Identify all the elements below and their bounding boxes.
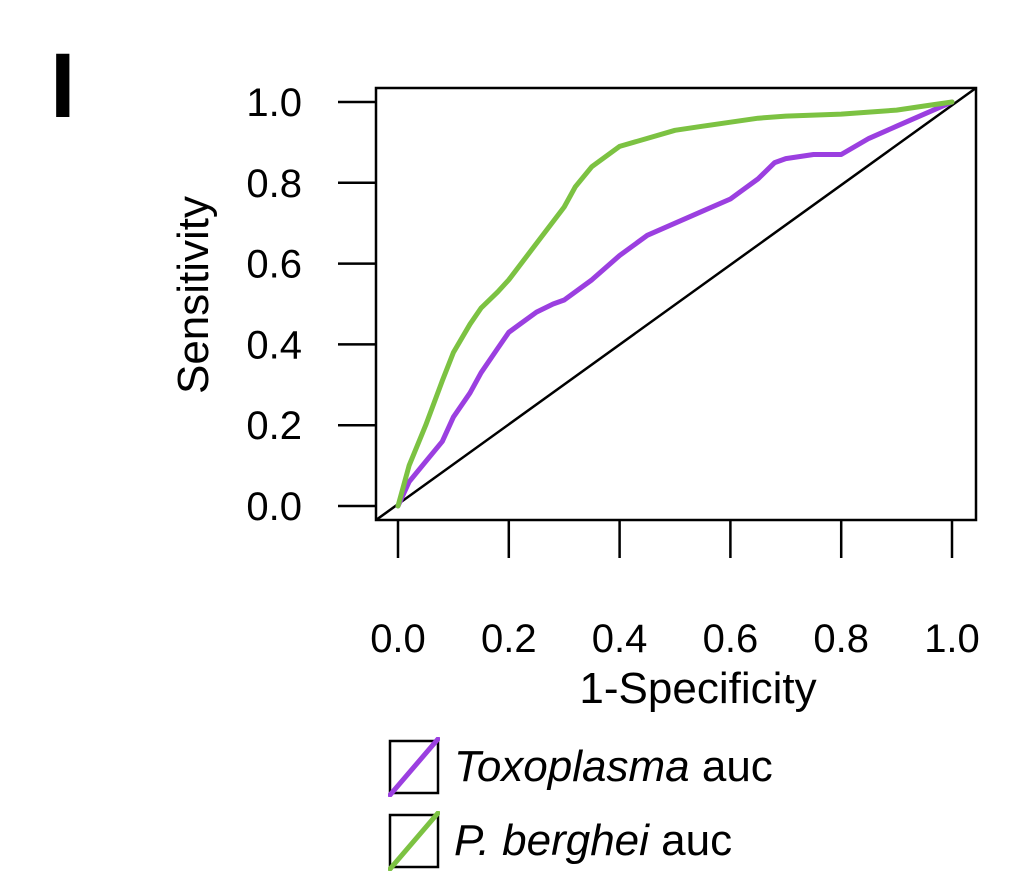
y-tick-label: 1.0 (246, 81, 302, 125)
legend-series-name: P. berghei (454, 816, 649, 865)
x-tick-label: 0.4 (592, 617, 648, 661)
series-line-berghei (395, 99, 955, 509)
legend-label-toxoplasma: Toxoplasma auc (454, 742, 773, 792)
x-tick-label: 0.2 (481, 617, 537, 661)
y-tick-label: 0.6 (246, 243, 302, 287)
legend-label-berghei: P. berghei auc (454, 816, 732, 866)
series-line-toxoplasma (395, 99, 955, 509)
y-axis-title: Sensitivity (169, 196, 218, 394)
x-tick-label: 0.8 (813, 617, 869, 661)
y-tick-label: 0.0 (246, 485, 302, 529)
legend-suffix: auc (689, 742, 773, 791)
plot-frame (374, 86, 978, 522)
panel-label: I (50, 35, 76, 137)
series-layer (375, 86, 977, 522)
legend-item-berghei: P. berghei auc (388, 804, 773, 878)
y-tick-label: 0.4 (246, 323, 302, 367)
y-axis: 0.0 0.2 0.4 0.6 0.8 1.0 (246, 81, 376, 529)
x-tick-label: 0.6 (703, 617, 759, 661)
reference-diagonal-line (375, 86, 977, 522)
x-axis-title: 1-Specificity (579, 664, 816, 713)
legend-series-name: Toxoplasma (454, 742, 690, 791)
x-tick-label: 1.0 (924, 617, 980, 661)
legend-swatch-berghei (388, 811, 440, 871)
x-axis: 0.0 0.2 0.4 0.6 0.8 1.0 (370, 520, 980, 661)
legend-swatch-toxoplasma (388, 737, 440, 797)
legend-suffix: auc (648, 816, 733, 865)
legend-item-toxoplasma: Toxoplasma auc (388, 730, 773, 804)
x-tick-label: 0.0 (370, 617, 426, 661)
legend: Toxoplasma auc P. berghei auc (388, 730, 773, 878)
y-tick-label: 0.8 (246, 162, 302, 206)
y-tick-label: 0.2 (246, 404, 302, 448)
